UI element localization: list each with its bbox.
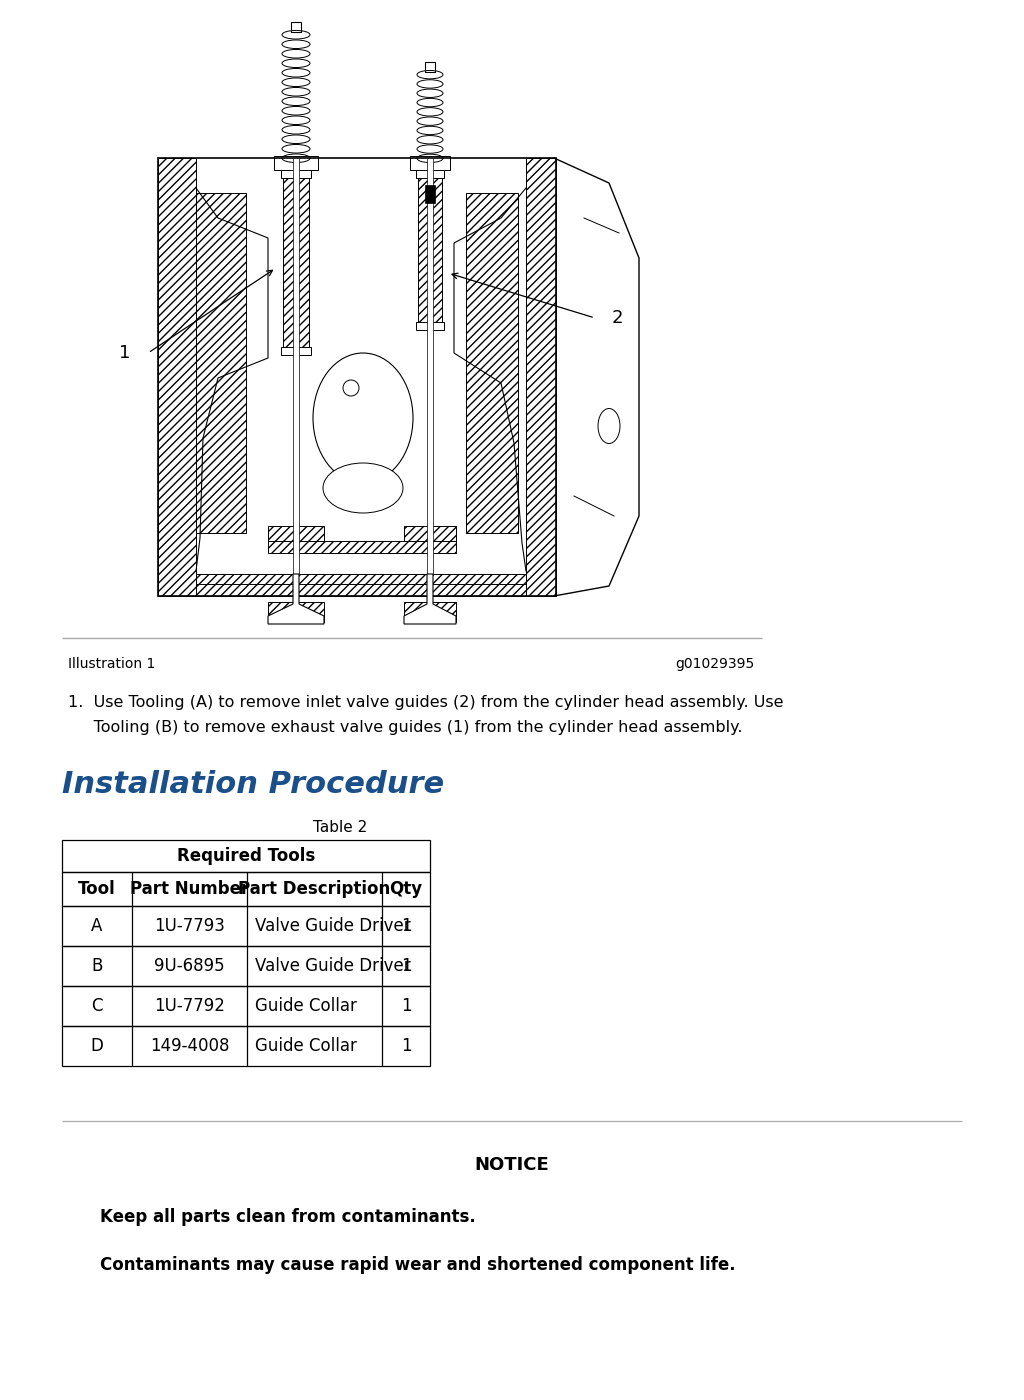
Text: D: D: [90, 1037, 103, 1056]
Polygon shape: [404, 574, 456, 624]
Text: C: C: [91, 997, 102, 1015]
Bar: [158, 158, 556, 596]
Text: g01029395: g01029395: [676, 657, 755, 671]
Bar: [404, 526, 456, 540]
Text: Installation Procedure: Installation Procedure: [62, 770, 444, 799]
Circle shape: [343, 379, 359, 396]
Bar: [404, 602, 456, 622]
Bar: [268, 540, 456, 553]
Text: 1: 1: [400, 917, 412, 935]
Bar: [427, 158, 433, 574]
Text: 1: 1: [400, 958, 412, 974]
Bar: [158, 158, 196, 596]
Bar: [526, 158, 556, 596]
Bar: [62, 946, 430, 986]
Text: Illustration 1: Illustration 1: [68, 657, 156, 671]
Text: A: A: [91, 917, 102, 935]
Text: 1U-7792: 1U-7792: [154, 997, 225, 1015]
Bar: [62, 986, 430, 1026]
Text: B: B: [91, 958, 102, 974]
Ellipse shape: [598, 409, 620, 444]
Text: 1: 1: [119, 344, 130, 363]
Text: Tooling (B) to remove exhaust valve guides (1) from the cylinder head assembly.: Tooling (B) to remove exhaust valve guid…: [68, 720, 742, 735]
Bar: [283, 169, 309, 356]
Text: Keep all parts clean from contaminants.: Keep all parts clean from contaminants.: [100, 1208, 476, 1226]
Text: Part Number: Part Number: [130, 881, 249, 897]
Bar: [62, 872, 430, 906]
Text: 2: 2: [612, 309, 624, 328]
Bar: [416, 322, 444, 330]
Bar: [291, 22, 301, 32]
Bar: [418, 169, 442, 330]
Bar: [62, 840, 430, 872]
Text: Guide Collar: Guide Collar: [255, 997, 357, 1015]
Text: Contaminants may cause rapid wear and shortened component life.: Contaminants may cause rapid wear and sh…: [100, 1256, 735, 1274]
Bar: [268, 526, 324, 540]
Bar: [281, 347, 311, 356]
Bar: [425, 62, 435, 71]
Text: Table 2: Table 2: [313, 820, 368, 834]
Bar: [416, 169, 444, 178]
Bar: [466, 193, 518, 533]
Text: Valve Guide Driver: Valve Guide Driver: [255, 917, 411, 935]
Text: NOTICE: NOTICE: [475, 1156, 549, 1175]
Polygon shape: [268, 574, 324, 624]
Bar: [410, 155, 450, 169]
Text: Guide Collar: Guide Collar: [255, 1037, 357, 1056]
Text: Tool: Tool: [78, 881, 116, 897]
Bar: [281, 169, 311, 178]
Ellipse shape: [313, 353, 413, 483]
Text: 1U-7793: 1U-7793: [154, 917, 225, 935]
Text: 1.  Use Tooling (A) to remove inlet valve guides (2) from the cylinder head asse: 1. Use Tooling (A) to remove inlet valve…: [68, 694, 783, 710]
Bar: [425, 185, 435, 203]
Text: Required Tools: Required Tools: [177, 847, 315, 865]
Text: 149-4008: 149-4008: [150, 1037, 229, 1056]
Text: Valve Guide Driver: Valve Guide Driver: [255, 958, 411, 974]
Ellipse shape: [323, 463, 403, 512]
Text: 9U-6895: 9U-6895: [155, 958, 225, 974]
Text: Part Description: Part Description: [239, 881, 390, 897]
Bar: [293, 158, 299, 574]
Text: Qty: Qty: [389, 881, 423, 897]
Bar: [62, 906, 430, 946]
Text: 1: 1: [400, 1037, 412, 1056]
Bar: [196, 193, 246, 533]
Bar: [274, 155, 318, 169]
Bar: [196, 584, 526, 596]
Text: 1: 1: [400, 997, 412, 1015]
Bar: [62, 1026, 430, 1065]
Bar: [268, 602, 324, 622]
Bar: [196, 574, 526, 596]
